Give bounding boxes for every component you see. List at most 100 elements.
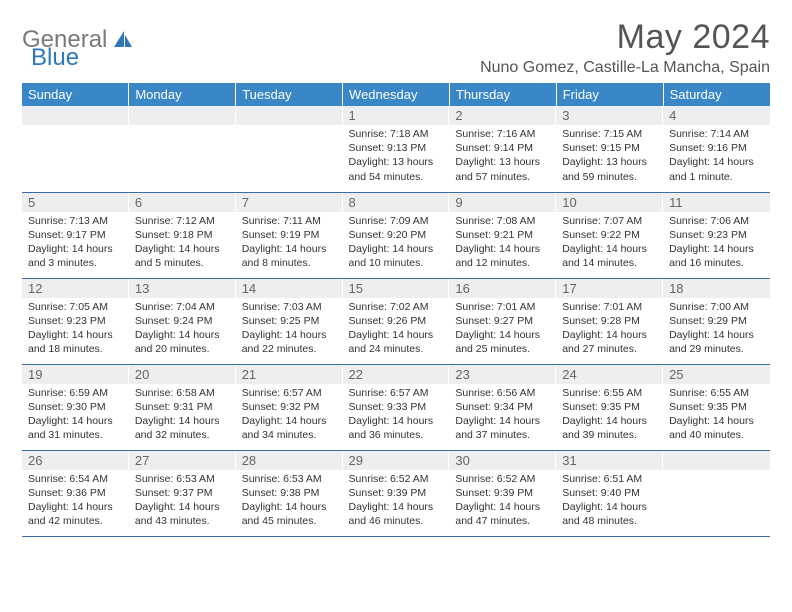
calendar-day-cell: 10Sunrise: 7:07 AMSunset: 9:22 PMDayligh… — [556, 192, 663, 278]
calendar-day-cell: 20Sunrise: 6:58 AMSunset: 9:31 PMDayligh… — [129, 364, 236, 450]
sunrise-line: Sunrise: 7:09 AM — [349, 214, 444, 228]
calendar-day-cell: 6Sunrise: 7:12 AMSunset: 9:18 PMDaylight… — [129, 192, 236, 278]
calendar-day-cell: 29Sunrise: 6:52 AMSunset: 9:39 PMDayligh… — [343, 450, 450, 536]
daylight-line: Daylight: 14 hours and 25 minutes. — [455, 328, 550, 356]
daylight-line: Daylight: 14 hours and 1 minute. — [669, 155, 764, 183]
daylight-line: Daylight: 13 hours and 59 minutes. — [562, 155, 657, 183]
daylight-line: Daylight: 14 hours and 24 minutes. — [349, 328, 444, 356]
day-details: Sunrise: 7:00 AMSunset: 9:29 PMDaylight:… — [663, 298, 770, 361]
day-details: Sunrise: 7:02 AMSunset: 9:26 PMDaylight:… — [343, 298, 450, 361]
sunrise-line: Sunrise: 7:04 AM — [135, 300, 230, 314]
weekday-header: Tuesday — [236, 83, 343, 106]
day-number: 22 — [343, 365, 450, 384]
daylight-line: Daylight: 14 hours and 46 minutes. — [349, 500, 444, 528]
calendar-day-cell: 7Sunrise: 7:11 AMSunset: 9:19 PMDaylight… — [236, 192, 343, 278]
daylight-line: Daylight: 14 hours and 5 minutes. — [135, 242, 230, 270]
daylight-line: Daylight: 14 hours and 36 minutes. — [349, 414, 444, 442]
sunrise-line: Sunrise: 6:52 AM — [349, 472, 444, 486]
day-number: 11 — [663, 193, 770, 212]
day-details: Sunrise: 7:06 AMSunset: 9:23 PMDaylight:… — [663, 212, 770, 275]
daylight-line: Daylight: 14 hours and 42 minutes. — [28, 500, 123, 528]
day-number: 1 — [343, 106, 450, 125]
day-details: Sunrise: 6:52 AMSunset: 9:39 PMDaylight:… — [449, 470, 556, 533]
calendar-day-cell — [129, 106, 236, 192]
day-details: Sunrise: 6:56 AMSunset: 9:34 PMDaylight:… — [449, 384, 556, 447]
day-number: 9 — [449, 193, 556, 212]
sunset-line: Sunset: 9:37 PM — [135, 486, 230, 500]
sunset-line: Sunset: 9:36 PM — [28, 486, 123, 500]
sunset-line: Sunset: 9:13 PM — [349, 141, 444, 155]
day-details: Sunrise: 7:03 AMSunset: 9:25 PMDaylight:… — [236, 298, 343, 361]
sunrise-line: Sunrise: 7:12 AM — [135, 214, 230, 228]
calendar-table: SundayMondayTuesdayWednesdayThursdayFrid… — [22, 83, 770, 537]
day-number: 27 — [129, 451, 236, 470]
weekday-header: Wednesday — [343, 83, 450, 106]
calendar-day-cell: 4Sunrise: 7:14 AMSunset: 9:16 PMDaylight… — [663, 106, 770, 192]
day-number: 16 — [449, 279, 556, 298]
day-number: 25 — [663, 365, 770, 384]
sunset-line: Sunset: 9:20 PM — [349, 228, 444, 242]
calendar-day-cell — [236, 106, 343, 192]
sunset-line: Sunset: 9:40 PM — [562, 486, 657, 500]
sunset-line: Sunset: 9:29 PM — [669, 314, 764, 328]
day-number — [236, 106, 343, 125]
weekday-header: Thursday — [449, 83, 556, 106]
day-details: Sunrise: 7:16 AMSunset: 9:14 PMDaylight:… — [449, 125, 556, 188]
weekday-header: Monday — [129, 83, 236, 106]
day-details: Sunrise: 7:01 AMSunset: 9:27 PMDaylight:… — [449, 298, 556, 361]
daylight-line: Daylight: 14 hours and 47 minutes. — [455, 500, 550, 528]
day-details: Sunrise: 7:04 AMSunset: 9:24 PMDaylight:… — [129, 298, 236, 361]
calendar-day-cell: 17Sunrise: 7:01 AMSunset: 9:28 PMDayligh… — [556, 278, 663, 364]
daylight-line: Daylight: 14 hours and 10 minutes. — [349, 242, 444, 270]
sunset-line: Sunset: 9:32 PM — [242, 400, 337, 414]
calendar-day-cell: 23Sunrise: 6:56 AMSunset: 9:34 PMDayligh… — [449, 364, 556, 450]
sunset-line: Sunset: 9:38 PM — [242, 486, 337, 500]
calendar-day-cell: 27Sunrise: 6:53 AMSunset: 9:37 PMDayligh… — [129, 450, 236, 536]
day-details: Sunrise: 6:52 AMSunset: 9:39 PMDaylight:… — [343, 470, 450, 533]
day-number: 26 — [22, 451, 129, 470]
weekday-header: Saturday — [663, 83, 770, 106]
day-details: Sunrise: 7:08 AMSunset: 9:21 PMDaylight:… — [449, 212, 556, 275]
sunrise-line: Sunrise: 7:13 AM — [28, 214, 123, 228]
day-number: 3 — [556, 106, 663, 125]
calendar-week-row: 5Sunrise: 7:13 AMSunset: 9:17 PMDaylight… — [22, 192, 770, 278]
logo-sail-icon — [112, 29, 134, 54]
calendar-day-cell: 30Sunrise: 6:52 AMSunset: 9:39 PMDayligh… — [449, 450, 556, 536]
calendar-day-cell: 8Sunrise: 7:09 AMSunset: 9:20 PMDaylight… — [343, 192, 450, 278]
sunset-line: Sunset: 9:39 PM — [349, 486, 444, 500]
sunrise-line: Sunrise: 6:53 AM — [242, 472, 337, 486]
day-number: 8 — [343, 193, 450, 212]
calendar-week-row: 1Sunrise: 7:18 AMSunset: 9:13 PMDaylight… — [22, 106, 770, 192]
sunrise-line: Sunrise: 6:56 AM — [455, 386, 550, 400]
title-block: May 2024 Nuno Gomez, Castille-La Mancha,… — [480, 18, 770, 77]
sunset-line: Sunset: 9:30 PM — [28, 400, 123, 414]
day-details: Sunrise: 7:15 AMSunset: 9:15 PMDaylight:… — [556, 125, 663, 188]
logo-text-blue: Blue — [31, 44, 79, 71]
calendar-day-cell: 25Sunrise: 6:55 AMSunset: 9:35 PMDayligh… — [663, 364, 770, 450]
day-details: Sunrise: 6:58 AMSunset: 9:31 PMDaylight:… — [129, 384, 236, 447]
day-details: Sunrise: 7:12 AMSunset: 9:18 PMDaylight:… — [129, 212, 236, 275]
sunset-line: Sunset: 9:34 PM — [455, 400, 550, 414]
sunset-line: Sunset: 9:39 PM — [455, 486, 550, 500]
daylight-line: Daylight: 14 hours and 20 minutes. — [135, 328, 230, 356]
day-details: Sunrise: 7:01 AMSunset: 9:28 PMDaylight:… — [556, 298, 663, 361]
day-details: Sunrise: 7:09 AMSunset: 9:20 PMDaylight:… — [343, 212, 450, 275]
daylight-line: Daylight: 14 hours and 32 minutes. — [135, 414, 230, 442]
sunrise-line: Sunrise: 7:14 AM — [669, 127, 764, 141]
weekday-header-row: SundayMondayTuesdayWednesdayThursdayFrid… — [22, 83, 770, 106]
day-details: Sunrise: 6:54 AMSunset: 9:36 PMDaylight:… — [22, 470, 129, 533]
calendar-day-cell: 31Sunrise: 6:51 AMSunset: 9:40 PMDayligh… — [556, 450, 663, 536]
day-details: Sunrise: 7:18 AMSunset: 9:13 PMDaylight:… — [343, 125, 450, 188]
calendar-day-cell: 16Sunrise: 7:01 AMSunset: 9:27 PMDayligh… — [449, 278, 556, 364]
sunset-line: Sunset: 9:28 PM — [562, 314, 657, 328]
sunset-line: Sunset: 9:15 PM — [562, 141, 657, 155]
sunrise-line: Sunrise: 7:06 AM — [669, 214, 764, 228]
calendar-day-cell: 1Sunrise: 7:18 AMSunset: 9:13 PMDaylight… — [343, 106, 450, 192]
daylight-line: Daylight: 14 hours and 31 minutes. — [28, 414, 123, 442]
day-number: 24 — [556, 365, 663, 384]
sunset-line: Sunset: 9:31 PM — [135, 400, 230, 414]
sunrise-line: Sunrise: 7:01 AM — [562, 300, 657, 314]
calendar-week-row: 26Sunrise: 6:54 AMSunset: 9:36 PMDayligh… — [22, 450, 770, 536]
sunset-line: Sunset: 9:27 PM — [455, 314, 550, 328]
calendar-day-cell: 9Sunrise: 7:08 AMSunset: 9:21 PMDaylight… — [449, 192, 556, 278]
